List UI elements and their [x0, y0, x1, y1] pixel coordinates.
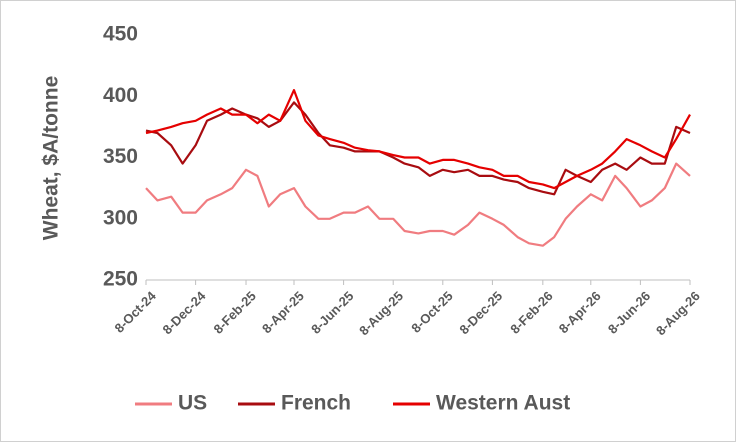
legend-label: Western Aust [436, 392, 570, 415]
y-tick-label: 300 [103, 206, 138, 229]
y-tick-label: 400 [103, 84, 138, 107]
legend-label: US [178, 392, 207, 415]
y-tick-label: 450 [103, 23, 138, 46]
legend-label: French [281, 392, 351, 415]
series-line [145, 89, 691, 190]
y-axis-title: Wheat, $A/tonne [40, 76, 63, 241]
y-tick-label: 250 [103, 268, 138, 291]
y-tick-label: 350 [103, 145, 138, 168]
series-line [145, 101, 691, 196]
series-line [145, 162, 691, 247]
